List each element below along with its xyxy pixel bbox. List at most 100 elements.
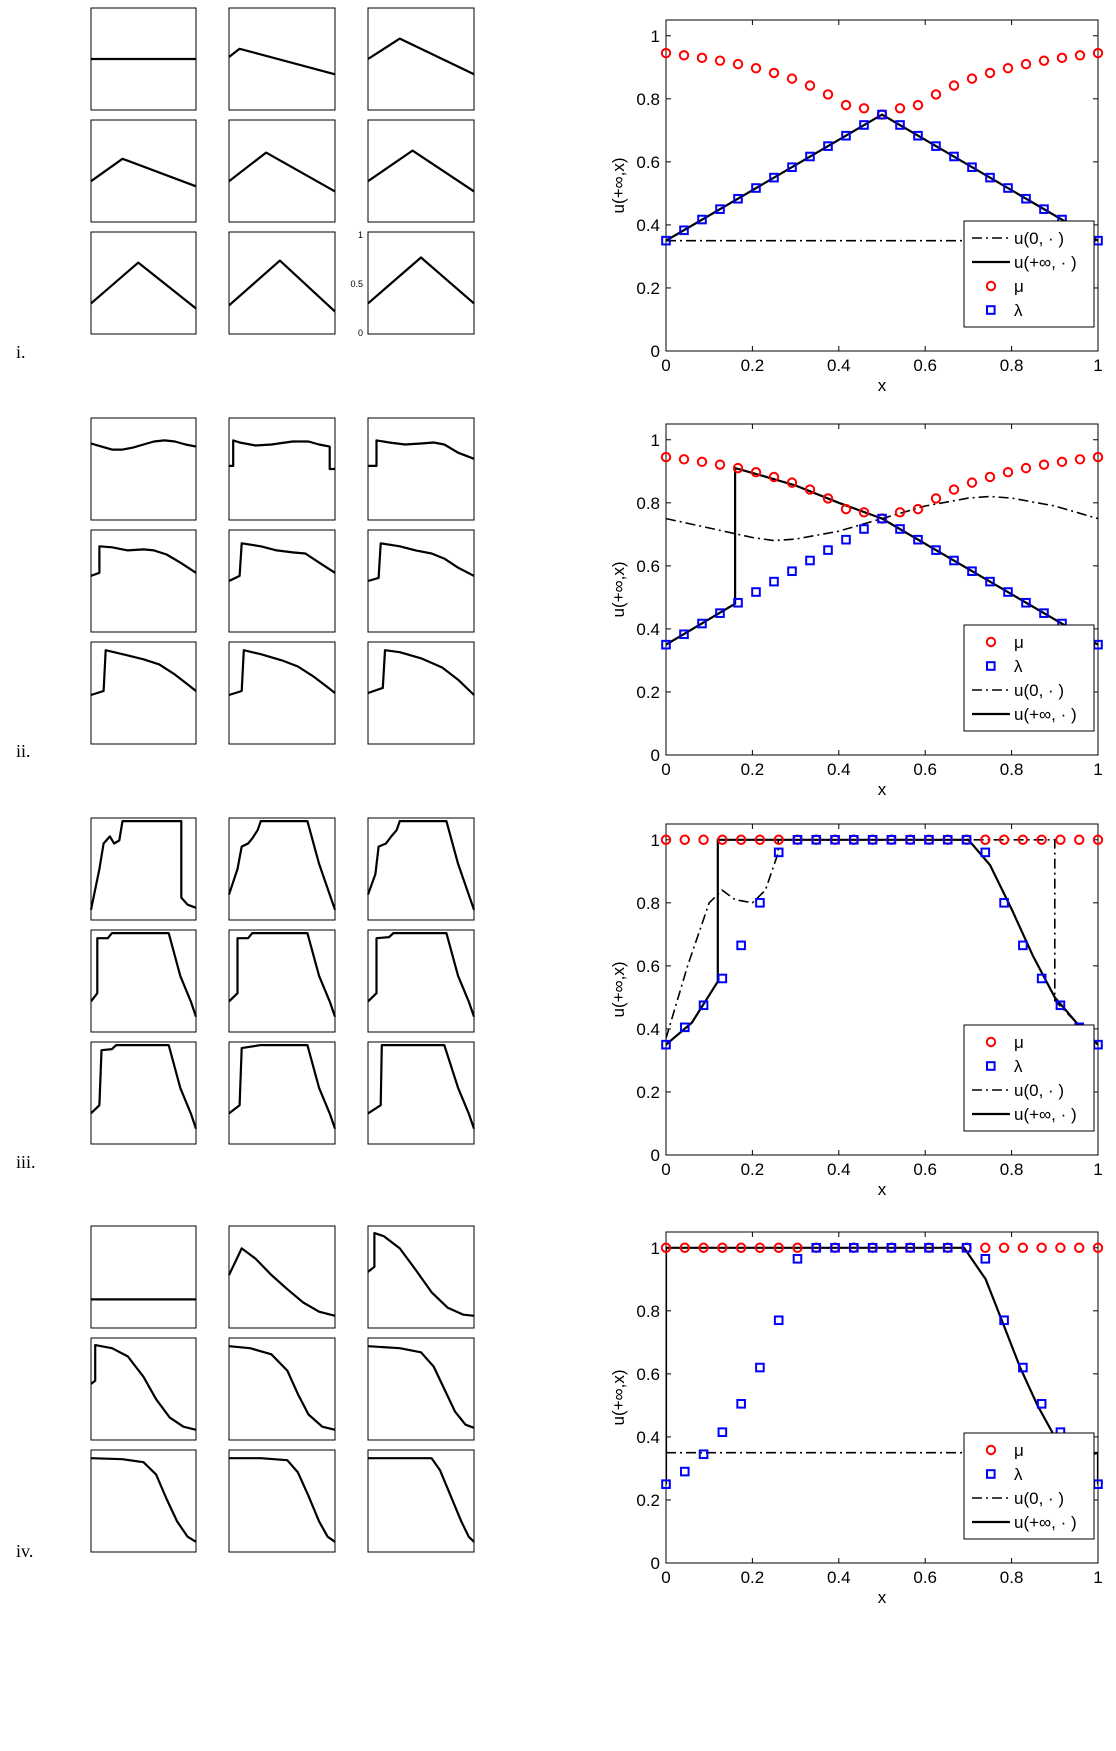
mu-marker	[768, 67, 780, 79]
small-panel-curve	[90, 439, 197, 451]
small-panel	[90, 7, 197, 111]
y-tick-label: 0	[651, 746, 660, 765]
x-tick-label: 0.4	[827, 356, 851, 375]
y-tick-label: 1	[651, 831, 660, 850]
legend-swatch	[986, 305, 996, 315]
small-panel-frame	[90, 1449, 197, 1553]
mu-marker	[750, 63, 762, 74]
y-axis-label: u(+∞,x)	[609, 561, 628, 617]
small-panel-tick-label: 1	[358, 230, 363, 240]
lambda-marker	[679, 1022, 690, 1033]
lambda-marker	[867, 1242, 878, 1253]
x-tick-label: 0.4	[827, 1568, 851, 1587]
mu-marker	[980, 1242, 991, 1253]
lambda-marker	[1036, 1399, 1047, 1409]
small-panel	[367, 1337, 475, 1441]
mu-marker	[679, 834, 690, 845]
legend-box	[963, 220, 1095, 328]
small-panel-curve	[90, 1044, 198, 1130]
lambda-marker	[805, 555, 815, 566]
lambda-marker	[1039, 608, 1049, 618]
mu-marker	[717, 834, 728, 845]
legend-swatch	[985, 1036, 997, 1048]
mu-marker	[678, 454, 690, 465]
small-panel-frame	[90, 1225, 197, 1329]
lambda-marker	[877, 513, 887, 524]
lambda-marker	[811, 1242, 822, 1253]
lambda-marker	[967, 566, 977, 577]
y-tick-label: 0.6	[636, 153, 660, 172]
small-panel	[228, 417, 336, 521]
lambda-marker	[1036, 973, 1047, 984]
small-panel-curve	[367, 256, 475, 305]
lambda-marker	[717, 1427, 728, 1437]
x-tick-label: 0.6	[913, 356, 937, 375]
legend-entry-label: u(+∞, · )	[1014, 253, 1077, 272]
mu-marker	[696, 456, 708, 468]
lambda-marker	[661, 639, 671, 650]
series-line-initial	[666, 838, 1098, 1046]
lambda-marker	[1003, 587, 1013, 597]
small-panel-curve	[228, 649, 336, 697]
legend-swatch	[986, 1061, 996, 1071]
small-panel-curve	[90, 157, 197, 188]
mu-marker	[1055, 1242, 1066, 1253]
small-panel-frame	[367, 529, 475, 633]
lambda-marker	[811, 834, 822, 845]
y-tick-label: 0.6	[636, 1365, 660, 1384]
small-panel-frame	[367, 7, 475, 111]
small-panel	[228, 641, 336, 745]
small-panel-curve	[367, 1044, 476, 1130]
small-panel-curve	[90, 1344, 197, 1431]
legend-entry-label: u(+∞, · )	[1014, 705, 1077, 724]
x-tick-label: 1	[1093, 1160, 1102, 1179]
mu-marker	[1056, 456, 1068, 468]
x-tick-label: 1	[1093, 760, 1102, 779]
mu-marker	[768, 471, 780, 483]
mu-marker	[948, 80, 960, 91]
mu-marker	[660, 834, 672, 845]
mu-marker	[930, 89, 942, 100]
mu-marker	[698, 834, 709, 845]
small-panel	[366, 817, 476, 921]
mu-marker	[717, 1242, 728, 1253]
lambda-marker	[773, 847, 784, 858]
small-panel	[89, 817, 197, 921]
lambda-marker	[867, 834, 878, 845]
mu-marker	[1092, 834, 1104, 845]
small-panel-frame	[90, 1337, 197, 1441]
mu-marker	[786, 477, 798, 488]
mu-marker	[1038, 55, 1050, 66]
series-line-final	[666, 838, 1098, 1046]
small-panel-frame	[90, 119, 197, 223]
lambda-marker	[751, 183, 761, 193]
lambda-marker	[980, 847, 991, 858]
lambda-marker	[841, 130, 851, 141]
small-panel-frame	[228, 817, 336, 921]
x-tick-label: 0.8	[1000, 760, 1024, 779]
x-tick-label: 0.8	[1000, 1160, 1024, 1179]
x-tick-label: 1	[1093, 356, 1102, 375]
small-panel-curve	[367, 649, 475, 696]
mu-marker	[840, 99, 852, 111]
small-panel-curve	[228, 1044, 337, 1130]
small-panel-curve	[228, 1247, 336, 1317]
lambda-marker	[859, 120, 869, 130]
small-panel-curve	[367, 1232, 475, 1317]
row-label: iv.	[16, 1541, 33, 1561]
small-panel	[367, 929, 476, 1033]
small-panel-curve	[367, 932, 476, 1018]
x-axis-label: x	[878, 780, 887, 799]
y-axis-label: u(+∞,x)	[609, 157, 628, 213]
x-axis-label: x	[878, 1588, 887, 1607]
legend-entry-label: u(0, · )	[1014, 1081, 1064, 1100]
mu-marker	[660, 1242, 672, 1253]
lambda-marker	[905, 834, 915, 845]
mu-marker	[984, 471, 996, 483]
mu-marker	[998, 834, 1010, 845]
small-panel-curve	[228, 542, 336, 582]
lambda-marker	[859, 524, 869, 534]
lambda-marker	[805, 151, 815, 162]
y-tick-label: 0.6	[636, 957, 660, 976]
